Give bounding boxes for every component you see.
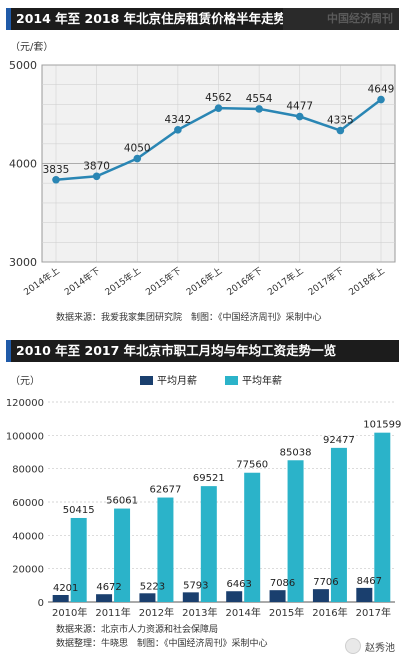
annual-salary-bar (244, 472, 261, 602)
monthly-salary-bar (269, 590, 286, 602)
monthly-salary-bar (96, 594, 113, 602)
legend-swatch (225, 376, 238, 385)
x-tick-label: 2017年 (356, 606, 391, 618)
monthly-salary-bar (312, 589, 329, 602)
y-tick-label: 120000 (6, 398, 44, 409)
x-tick-label: 2016年上 (184, 265, 224, 298)
y-tick-label: 20000 (12, 565, 44, 576)
data-point (295, 112, 304, 121)
x-tick-label: 2010年 (52, 606, 87, 618)
data-point (92, 172, 101, 181)
chart1-source: 数据来源：我爱我家集团研究院 制图：《中国经济周刊》采制中心 (56, 313, 322, 323)
data-point (336, 126, 345, 135)
monthly-data-label: 7086 (270, 578, 295, 589)
watermark: 中国经济周刊 (283, 8, 399, 30)
chart2-header: 2010 年至 2017 年北京市职工月均与年均工资走势一览 (6, 340, 399, 362)
y-tick-label: 40000 (12, 531, 44, 542)
data-label: 4554 (246, 93, 273, 105)
chart2-title: 2010 年至 2017 年北京市职工月均与年均工资走势一览 (16, 343, 337, 358)
annual-data-label: 92477 (323, 435, 355, 446)
wechat-avatar-icon (345, 638, 361, 654)
annual-data-label: 101599 (363, 420, 401, 431)
monthly-salary-bar (182, 592, 199, 602)
monthly-salary-bar (226, 591, 243, 602)
x-tick-label: 2012年 (139, 606, 174, 618)
monthly-salary-bar (52, 594, 69, 602)
monthly-data-label: 8467 (357, 576, 382, 587)
data-label: 4050 (124, 143, 151, 155)
annual-salary-bar (70, 517, 87, 602)
data-label: 4562 (205, 92, 232, 104)
data-point (133, 154, 142, 163)
x-tick-label: 2014年 (225, 606, 260, 618)
monthly-salary-bar (139, 593, 156, 602)
salary-bar-chart: 平均月薪 平均年薪 0 20000 40000 60000 80000 100000 12000… (6, 374, 402, 618)
y-tick-label: 80000 (12, 465, 44, 476)
data-label: 4649 (368, 84, 395, 96)
annual-salary-bar (330, 447, 347, 602)
monthly-data-label: 4201 (53, 583, 78, 594)
data-point (255, 105, 263, 113)
data-point (52, 175, 60, 184)
y-tick-label: 3000 (9, 256, 37, 269)
x-tick-label: 2014年下 (62, 265, 102, 298)
author-name: 赵秀池 (365, 642, 395, 654)
data-label: 4477 (286, 101, 313, 113)
x-tick-label: 2016年下 (224, 265, 264, 298)
data-label: 4335 (327, 115, 354, 127)
annual-salary-bar (287, 460, 304, 602)
x-tick-label: 2017年下 (306, 265, 346, 298)
data-point (214, 104, 223, 112)
chart1-unit: （元/套） (10, 42, 54, 53)
monthly-salary-bar (356, 587, 373, 602)
x-tick-label: 2018年上 (346, 265, 386, 298)
x-tick-label: 2016年 (312, 606, 347, 618)
monthly-data-label: 5223 (140, 581, 165, 592)
header-accent (6, 8, 11, 30)
y-tick-label: 100000 (6, 431, 44, 442)
legend-label: 平均月薪 (157, 375, 197, 387)
x-tick-label: 2011年 (95, 606, 130, 618)
legend-swatch (140, 376, 153, 385)
x-tick-label: 2017年上 (265, 265, 305, 298)
y-tick-label: 4000 (9, 158, 37, 171)
chart1-header: 2014 年至 2018 年北京住房租赁价格半年走势一览 中国经济周刊 (6, 8, 399, 30)
monthly-data-label: 7706 (313, 577, 338, 588)
data-label: 4342 (165, 114, 192, 126)
y-tick-label: 5000 (9, 59, 37, 72)
annual-salary-bar (114, 508, 131, 602)
y-tick-label: 60000 (12, 498, 44, 509)
annual-salary-bar (374, 432, 391, 602)
legend-label: 平均年薪 (242, 374, 282, 387)
x-tick-label: 2014年上 (21, 265, 61, 298)
monthly-data-label: 4672 (96, 582, 121, 593)
annual-data-label: 69521 (193, 473, 225, 484)
x-tick-label: 2015年 (269, 606, 304, 618)
data-point (174, 126, 182, 134)
annual-data-label: 85038 (280, 447, 312, 458)
x-tick-label: 2013年 (182, 606, 217, 618)
y-tick-label: 0 (38, 598, 44, 609)
chart2-unit: （元） (10, 376, 40, 387)
monthly-data-label: 5793 (183, 580, 208, 591)
data-label: 3870 (83, 160, 110, 172)
annual-data-label: 62677 (150, 485, 182, 496)
data-label: 3835 (43, 164, 70, 176)
annual-data-label: 56061 (106, 496, 138, 507)
annual-data-label: 50415 (63, 505, 95, 516)
chart2-source-2: 数据整理：牛晓思 制图：《中国经济周刊》采制中心 (56, 639, 268, 649)
annual-salary-bar (200, 486, 217, 602)
chart1-title: 2014 年至 2018 年北京住房租赁价格半年走势一览 (16, 11, 312, 26)
data-point (377, 95, 385, 104)
header-accent (6, 340, 11, 362)
monthly-data-label: 6463 (226, 579, 251, 590)
annual-salary-bar (157, 497, 174, 602)
x-tick-label: 2015年下 (143, 265, 183, 298)
chart2-source-1: 数据来源：北京市人力资源和社会保障局 (56, 625, 219, 635)
annual-data-label: 77560 (236, 460, 268, 471)
x-tick-label: 2015年上 (103, 265, 143, 298)
author-signature: 赵秀池 (345, 638, 395, 654)
